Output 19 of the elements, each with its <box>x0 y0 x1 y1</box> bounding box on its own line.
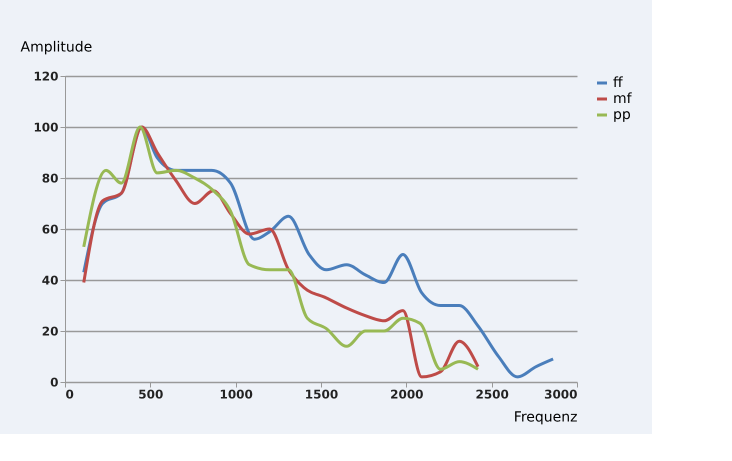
y-tick-label: 0 <box>50 376 58 390</box>
y-tick-label: 20 <box>42 324 58 338</box>
x-tick-label: 2000 <box>390 388 424 402</box>
x-tick-label: 1500 <box>304 388 338 402</box>
x-tick-label: 500 <box>138 388 164 402</box>
x-tick-label: 0 <box>66 388 74 402</box>
x-tick-label: 3000 <box>544 388 578 402</box>
x-tick-label: 2500 <box>475 388 509 402</box>
y-tick-label: 60 <box>42 222 58 236</box>
y-tick-label: 120 <box>33 70 58 84</box>
y-tick-label: 40 <box>42 274 58 288</box>
legend-label: pp <box>613 107 631 123</box>
y-tick-label: 80 <box>42 172 58 186</box>
y-axis-title: Amplitude <box>20 40 92 56</box>
x-tick-label: 1000 <box>219 388 253 402</box>
legend-label: mf <box>613 91 633 107</box>
y-tick-label: 100 <box>33 120 58 134</box>
legend-label: ff <box>613 75 623 91</box>
x-axis-title: Frequenz <box>514 410 578 426</box>
